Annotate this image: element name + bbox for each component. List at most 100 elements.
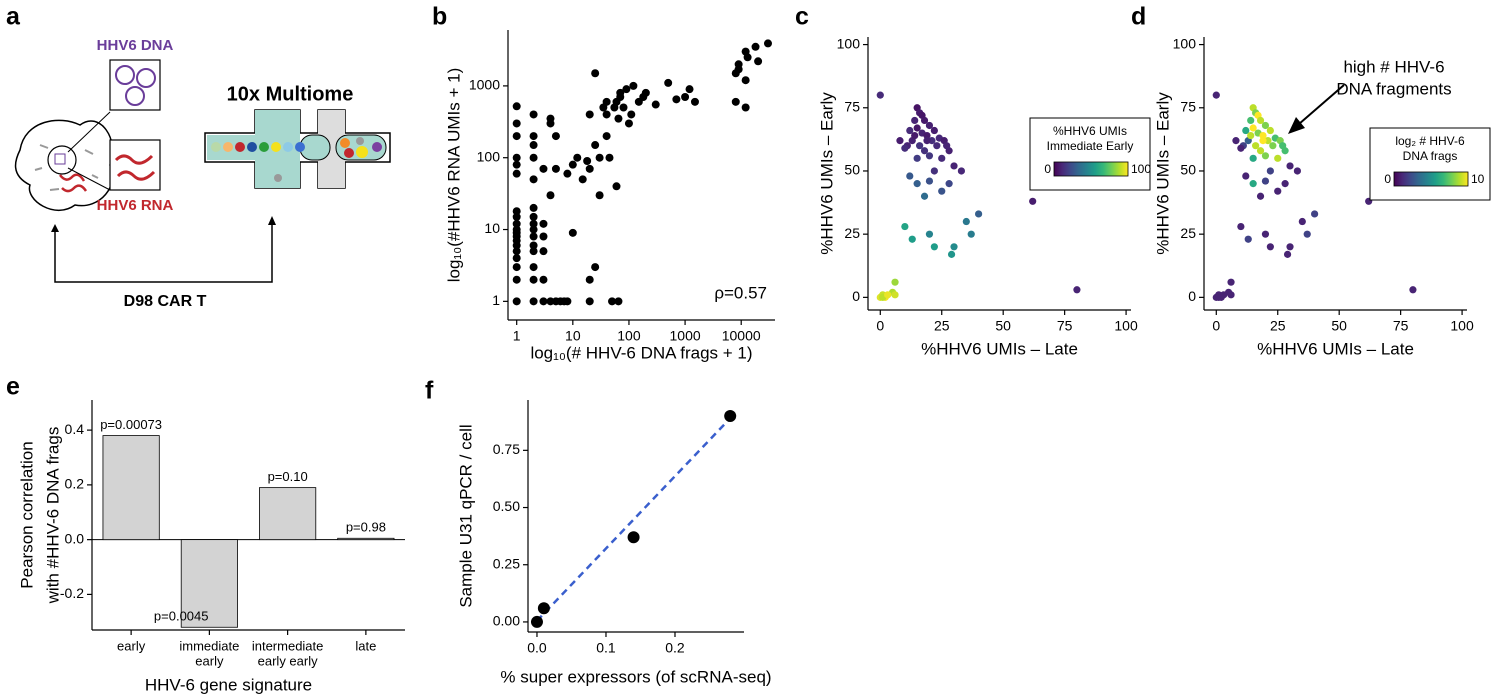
point (1261, 230, 1270, 238)
point (1274, 187, 1282, 195)
point (529, 219, 538, 228)
bar (102, 435, 160, 541)
point (591, 141, 600, 150)
point (546, 114, 555, 123)
x-tick-label: 0.2 (665, 640, 685, 656)
colorbar (1053, 161, 1129, 177)
point (925, 121, 934, 130)
point (539, 275, 548, 284)
y-tick-label: 0.0 (65, 530, 85, 546)
point (578, 175, 587, 184)
p-value-label: p=0.10 (268, 469, 308, 484)
point (1266, 126, 1274, 135)
point (1261, 177, 1270, 185)
point (608, 297, 617, 306)
x-axis-label: %HHV6 UMIs – Late (1257, 339, 1414, 358)
point (512, 247, 521, 256)
y-tick-label: 100 (1173, 35, 1197, 51)
point (539, 247, 548, 256)
panel-letter: b (432, 3, 447, 31)
point (512, 153, 521, 162)
point (1212, 91, 1220, 99)
point (1242, 126, 1250, 135)
y-tick-label: 0.2 (65, 476, 85, 492)
point (602, 97, 611, 106)
colorbar-frame (1029, 117, 1151, 191)
point (1409, 286, 1417, 294)
y-axis-label: %HHV6 UMIs – Early (817, 92, 836, 255)
point (512, 275, 521, 284)
zoom-line (67, 111, 111, 153)
point (1256, 116, 1265, 125)
point (512, 219, 521, 228)
point (529, 110, 538, 119)
point (1261, 121, 1270, 130)
point (529, 203, 538, 212)
point (1249, 124, 1257, 132)
point (529, 297, 538, 306)
point (901, 222, 909, 231)
point (896, 137, 904, 145)
y-axis-label: Sample U31 qPCR / cell (456, 424, 475, 607)
point (1266, 243, 1274, 251)
y-tick-label: 100 (837, 35, 861, 51)
annotation: DNA fragments (1336, 79, 1451, 98)
x-tick-label: 0.1 (596, 640, 616, 656)
point (957, 167, 966, 175)
x-tick-label: 10000 (722, 328, 761, 344)
rna-in-cell (59, 173, 88, 193)
p-value-label: p=0.0045 (154, 609, 209, 624)
y-tick-label: 10 (484, 220, 500, 236)
point (529, 247, 538, 256)
x-tick-label: 100 (1450, 318, 1474, 334)
colorbar-tick-label: 100 (1131, 162, 1151, 176)
y-tick-label: 0 (852, 288, 860, 304)
point (551, 164, 560, 173)
x-tick-label: 0 (1212, 318, 1220, 334)
point (627, 531, 640, 544)
point (546, 191, 555, 200)
point (512, 132, 521, 141)
point (512, 254, 521, 263)
y-tick-label: 0.75 (493, 441, 520, 457)
point (938, 187, 946, 195)
dna-circle (136, 68, 156, 88)
point (754, 57, 763, 66)
point (629, 81, 638, 90)
point (664, 78, 673, 87)
point (616, 88, 625, 97)
point (512, 102, 521, 111)
point (930, 243, 938, 251)
point (925, 177, 934, 185)
arrow-heads (51, 216, 276, 232)
panel-letter: c (795, 3, 809, 31)
colorbar-title: DNA frags (1403, 149, 1458, 163)
point (923, 131, 931, 140)
point (962, 217, 970, 226)
point (751, 42, 760, 51)
point (1311, 210, 1319, 218)
point (1242, 172, 1250, 180)
point (619, 103, 628, 112)
x-tick-label: 25 (934, 318, 950, 334)
point (537, 602, 550, 615)
point (512, 207, 521, 216)
dna-mark (54, 153, 66, 165)
point (916, 142, 924, 150)
point (681, 93, 690, 102)
point (512, 212, 521, 221)
point (568, 160, 577, 169)
point (1298, 217, 1306, 226)
point (551, 132, 560, 141)
point (947, 250, 956, 258)
panel-letter: e (6, 373, 20, 401)
point (763, 39, 772, 48)
point (1281, 180, 1289, 188)
point (906, 172, 914, 180)
point (1220, 291, 1228, 299)
point (622, 85, 631, 94)
point (512, 169, 521, 178)
point (741, 103, 750, 112)
point (945, 180, 953, 188)
y-tick-label: 1000 (469, 77, 500, 93)
